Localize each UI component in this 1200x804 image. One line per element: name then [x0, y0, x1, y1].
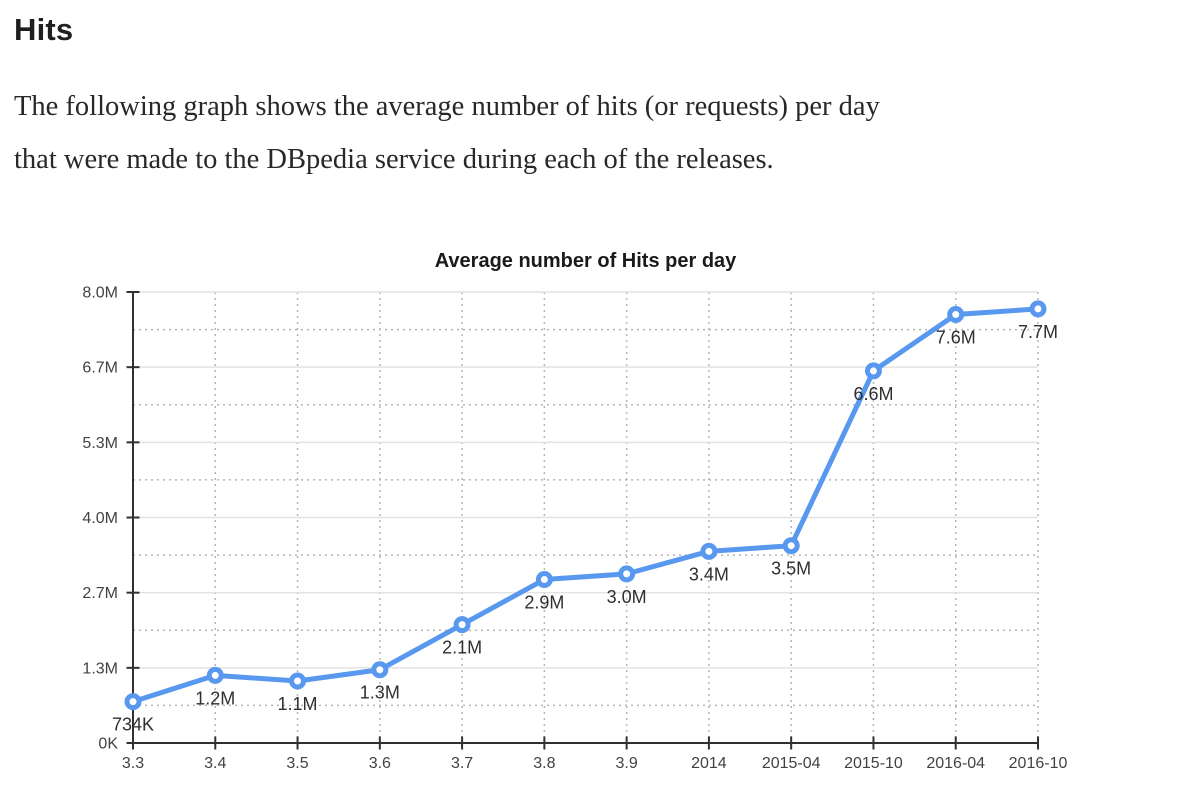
data-point-marker	[947, 306, 965, 324]
x-tick-label: 3.8	[533, 755, 555, 772]
x-tick-label: 3.4	[204, 755, 226, 772]
y-tick-label: 0K	[98, 736, 118, 753]
data-point-marker	[535, 571, 553, 589]
y-tick-label: 2.7M	[82, 585, 118, 602]
data-point-label: 7.6M	[936, 328, 976, 348]
y-tick-label: 8.0M	[82, 285, 118, 302]
hits-chart: 0K 1.3M 2.7M 4.0M 5.3M 6.7M 8.0M 3.3 3.4 3.5 3.6 3.…	[0, 234, 1200, 804]
data-point-label: 3.5M	[771, 559, 811, 579]
data-point-label: 1.2M	[195, 688, 235, 708]
data-point-marker	[371, 661, 389, 679]
data-series-line	[130, 306, 1041, 705]
data-point-marker	[289, 672, 307, 690]
data-point-label: 6.6M	[853, 384, 893, 404]
y-tick-label: 6.7M	[82, 360, 118, 377]
x-tick-label: 2016-10	[1009, 755, 1068, 772]
data-point-marker	[1029, 300, 1047, 318]
y-tick-label: 1.3M	[82, 660, 118, 677]
data-point-label: 3.0M	[607, 587, 647, 607]
data-point-marker	[864, 362, 882, 380]
y-tick-label: 5.3M	[82, 435, 118, 452]
page-title: Hits	[14, 12, 74, 47]
x-tick-label: 2015-04	[762, 755, 821, 772]
data-point-label: 1.3M	[360, 683, 400, 703]
x-tick-label: 3.6	[369, 755, 391, 772]
data-point-label: 7.7M	[1018, 322, 1058, 342]
intro-paragraph-line: that were made to the DBpedia service du…	[14, 144, 774, 175]
intro-paragraph-line: The following graph shows the average nu…	[14, 91, 880, 122]
data-point-marker	[206, 666, 224, 684]
y-tick-label: 4.0M	[82, 510, 118, 527]
data-point-label: 1.1M	[278, 694, 318, 714]
data-point-label: 2.1M	[442, 638, 482, 658]
x-tick-label: 2015-10	[844, 755, 903, 772]
data-point-marker	[124, 693, 142, 711]
intro-paragraph: The following graph shows the average nu…	[14, 80, 1174, 186]
data-point-marker	[453, 616, 471, 634]
chart-title: Average number of Hits per day	[435, 250, 737, 272]
data-point-marker	[700, 542, 718, 560]
data-point-label: 2.9M	[524, 593, 564, 613]
x-tick-label: 2016-04	[926, 755, 985, 772]
hits-line-chart: 0K 1.3M 2.7M 4.0M 5.3M 6.7M 8.0M 3.3 3.4 3.5 3.6 3.…	[82, 250, 1068, 772]
x-tick-label: 2014	[691, 755, 727, 772]
data-point-marker	[782, 537, 800, 555]
data-point-label: 3.4M	[689, 564, 729, 584]
data-point-label: 734K	[112, 715, 154, 735]
x-tick-label: 3.7	[451, 755, 473, 772]
x-tick-label: 3.5	[286, 755, 308, 772]
x-tick-label: 3.9	[616, 755, 638, 772]
data-point-marker	[618, 565, 636, 583]
x-tick-label: 3.3	[122, 755, 144, 772]
